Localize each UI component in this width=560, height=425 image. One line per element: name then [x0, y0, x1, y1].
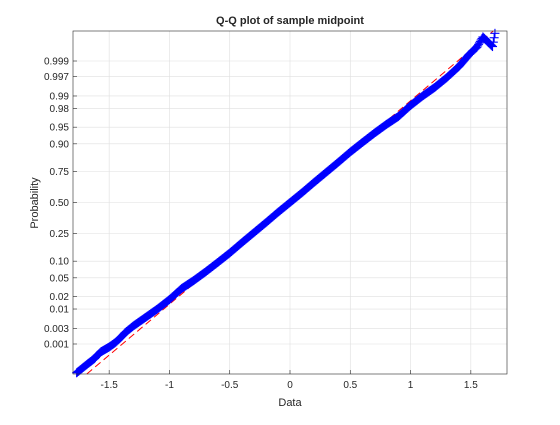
y-tick-label: 0.999	[44, 57, 69, 68]
data-marker	[490, 28, 500, 38]
x-tick-label: -1	[165, 380, 174, 391]
data-marker	[472, 42, 482, 52]
data-marker	[381, 119, 391, 129]
y-tick-label: 0.003	[44, 324, 69, 335]
data-marker	[225, 248, 235, 258]
data-marker	[406, 100, 416, 110]
data-marker	[285, 198, 295, 207]
data-marker	[120, 328, 130, 338]
data-marker	[189, 276, 199, 286]
data-marker	[128, 321, 138, 331]
data-marker	[321, 167, 331, 177]
data-marker	[448, 67, 458, 77]
data-marker	[201, 267, 211, 277]
grid-lines	[73, 31, 507, 374]
y-tick-label: 0.001	[44, 339, 69, 350]
data-marker	[454, 62, 464, 72]
x-tick-label: -1.5	[101, 380, 119, 391]
y-tick-label: 0.75	[50, 167, 70, 178]
x-tick-label: 0	[287, 380, 293, 391]
y-tick-label: 0.05	[50, 273, 70, 284]
data-marker	[273, 207, 283, 217]
data-marker	[430, 82, 440, 92]
chart-title: Q-Q plot of sample midpoint	[216, 15, 364, 27]
x-axis-label: Data	[278, 397, 302, 409]
y-tick-label: 0.997	[44, 72, 69, 83]
y-axis-ticks: 0.001 0.003 0.01 0.02 0.05 0.10 0.25 0.50 0.75 0.…	[44, 57, 77, 350]
data-marker	[309, 177, 319, 187]
data-marker	[164, 295, 174, 305]
data-marker-fill	[489, 33, 499, 43]
data-marker	[177, 284, 186, 294]
y-tick-label: 0.01	[50, 305, 70, 316]
y-tick-label: 0.95	[50, 123, 70, 134]
data-marker	[152, 304, 162, 314]
data-marker	[237, 238, 247, 248]
x-tick-label: 1.5	[464, 380, 478, 391]
data-marker	[345, 147, 355, 157]
y-tick-label: 0.25	[50, 229, 70, 240]
data-marker	[463, 50, 473, 60]
x-tick-label: -0.5	[221, 380, 239, 391]
data-marker	[333, 157, 343, 167]
data-marker	[104, 342, 114, 352]
data-marker	[140, 313, 150, 323]
y-tick-label: 0.50	[50, 198, 70, 209]
data-marker	[82, 359, 92, 369]
x-axis-ticks: -1.5 -1 -0.5 0 0.5 1 1.5	[101, 370, 478, 391]
data-marker	[72, 368, 82, 378]
y-tick-label: 0.99	[50, 91, 70, 102]
data-marker	[488, 42, 498, 52]
data-marker-fill	[488, 37, 498, 47]
data-marker	[96, 347, 106, 357]
y-axis-label: Probability	[29, 177, 41, 229]
y-tick-label: 0.02	[50, 292, 70, 303]
data-marker-fill	[487, 41, 497, 51]
data-marker	[261, 218, 271, 228]
x-tick-label: 0.5	[343, 380, 357, 391]
data-marker	[114, 334, 124, 344]
y-tick-label: 0.90	[50, 139, 70, 150]
x-tick-label: 1	[408, 380, 414, 391]
data-marker	[249, 228, 259, 238]
data-marker	[478, 32, 488, 42]
data-marker	[213, 258, 223, 268]
data-marker	[459, 56, 469, 66]
data-marker	[369, 128, 379, 138]
data-marker	[297, 188, 307, 198]
y-tick-label: 0.98	[50, 104, 70, 115]
data-marker	[394, 111, 403, 121]
data-marker	[357, 137, 367, 147]
data-marker	[418, 91, 428, 101]
data-marker	[442, 73, 452, 83]
y-tick-label: 0.10	[50, 257, 70, 268]
data-markers	[72, 28, 500, 378]
